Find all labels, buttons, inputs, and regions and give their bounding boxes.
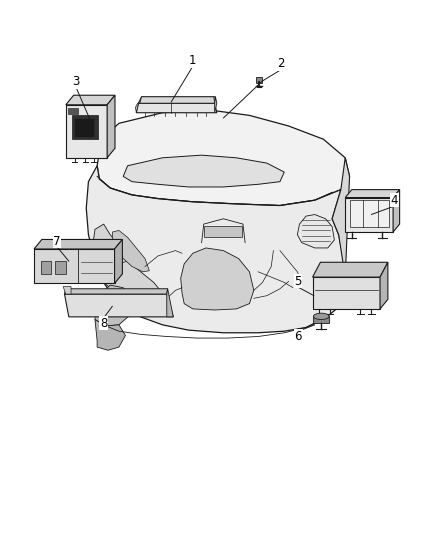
Polygon shape — [72, 115, 98, 139]
Polygon shape — [66, 105, 107, 158]
Polygon shape — [314, 317, 329, 323]
Text: 4: 4 — [391, 193, 398, 207]
Polygon shape — [123, 155, 284, 187]
Polygon shape — [380, 262, 388, 309]
Polygon shape — [95, 285, 132, 326]
Polygon shape — [115, 239, 122, 284]
Text: 7: 7 — [53, 235, 61, 247]
Polygon shape — [64, 289, 168, 294]
Bar — [204, 225, 242, 237]
Polygon shape — [113, 230, 149, 272]
Polygon shape — [95, 319, 125, 350]
Polygon shape — [313, 277, 380, 309]
Polygon shape — [140, 97, 215, 103]
Text: 3: 3 — [73, 76, 80, 88]
Polygon shape — [138, 97, 215, 103]
Polygon shape — [74, 119, 94, 136]
Polygon shape — [345, 190, 399, 198]
Polygon shape — [66, 95, 115, 105]
Polygon shape — [34, 239, 122, 249]
Bar — [55, 261, 66, 274]
Polygon shape — [34, 249, 115, 284]
Text: 6: 6 — [294, 330, 302, 343]
Bar — [41, 261, 51, 274]
Polygon shape — [64, 294, 173, 317]
Bar — [68, 108, 78, 114]
Polygon shape — [63, 287, 71, 294]
Polygon shape — [97, 110, 350, 206]
Polygon shape — [167, 289, 173, 317]
Text: 1: 1 — [189, 54, 197, 67]
Polygon shape — [297, 215, 334, 248]
Polygon shape — [86, 166, 345, 333]
Polygon shape — [135, 103, 138, 113]
Polygon shape — [393, 190, 399, 232]
Polygon shape — [93, 224, 167, 310]
Ellipse shape — [314, 313, 329, 319]
Polygon shape — [107, 95, 115, 158]
Polygon shape — [345, 198, 393, 232]
Polygon shape — [181, 248, 254, 310]
Polygon shape — [136, 103, 217, 113]
Polygon shape — [215, 97, 217, 113]
Polygon shape — [332, 158, 350, 277]
Text: 8: 8 — [100, 317, 107, 330]
Text: 2: 2 — [277, 58, 285, 70]
Text: 5: 5 — [294, 275, 302, 288]
Polygon shape — [313, 262, 388, 277]
Polygon shape — [350, 200, 389, 227]
